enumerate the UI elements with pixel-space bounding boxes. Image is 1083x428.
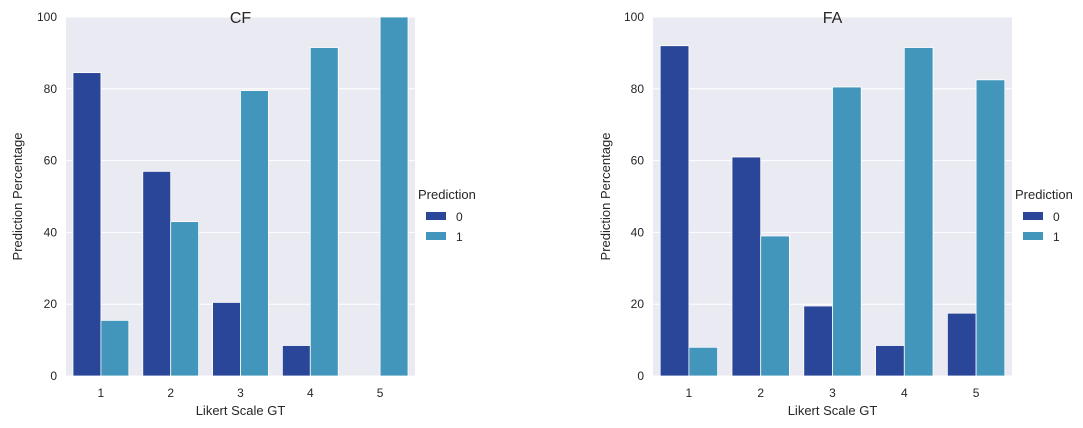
bar-series-0-cat-1 — [659, 45, 690, 377]
legend-entry-0: 0 — [1053, 210, 1060, 224]
x-tick-label: 1 — [686, 386, 693, 400]
legend: Prediction 0 1 — [418, 187, 476, 244]
bar-series-1-cat-3 — [832, 86, 862, 377]
x-tick-label: 5 — [377, 386, 384, 400]
legend-swatch-0 — [426, 212, 446, 220]
chart-title: CF — [230, 10, 252, 27]
bar-series-1-cat-5 — [975, 79, 1006, 377]
y-tick-label: 20 — [44, 297, 58, 311]
y-tick-label: 20 — [631, 297, 645, 311]
y-tick-label: 100 — [37, 10, 57, 24]
bar-series-0-cat-2 — [142, 170, 172, 377]
legend-swatch-1 — [426, 232, 446, 240]
y-tick-label: 60 — [631, 154, 645, 168]
y-tick-label: 0 — [50, 369, 57, 383]
legend-entry-1: 1 — [456, 230, 463, 244]
y-tick-label: 60 — [44, 154, 58, 168]
x-tick-label: 1 — [98, 386, 105, 400]
bar-series-1-cat-1 — [100, 319, 130, 377]
legend-swatch-0 — [1023, 212, 1043, 220]
bar-series-1-cat-1 — [688, 346, 719, 377]
bar-series-0-cat-1 — [72, 72, 102, 377]
bar-series-1-cat-3 — [240, 90, 269, 377]
x-tick-label: 5 — [973, 386, 980, 400]
y-axis-label: Prediction Percentage — [598, 133, 613, 261]
x-axis-label: Likert Scale GT — [788, 403, 878, 418]
y-tick-label: 40 — [44, 225, 58, 239]
legend-title: Prediction — [1015, 187, 1073, 202]
bar-series-0-cat-4 — [875, 345, 905, 377]
bar-series-1-cat-2 — [760, 235, 790, 377]
bar-series-1-cat-2 — [170, 221, 200, 377]
bar-series-0-cat-5 — [946, 312, 977, 377]
bar-series-1-cat-4 — [903, 47, 934, 377]
x-axis-label: Likert Scale GT — [196, 403, 286, 418]
y-tick-label: 80 — [44, 82, 58, 96]
x-tick-label: 4 — [901, 386, 908, 400]
y-tick-label: 0 — [637, 369, 644, 383]
x-tick-label: 2 — [757, 386, 764, 400]
chart-cf: 0 20 40 60 80 100 1 2 3 4 5 CF Likert Scale GT Predic… — [10, 10, 476, 418]
y-axis-label: Prediction Percentage — [10, 133, 25, 261]
legend-swatch-1 — [1023, 232, 1043, 240]
bar-series-0-cat-4 — [281, 345, 311, 377]
bar-series-0-cat-3 — [803, 305, 833, 377]
x-tick-label: 4 — [307, 386, 314, 400]
bar-series-1-cat-4 — [309, 47, 339, 377]
bar-series-0-cat-3 — [212, 302, 241, 377]
x-tick-label: 3 — [237, 386, 244, 400]
y-tick-label: 80 — [631, 82, 645, 96]
y-tick-label: 100 — [624, 10, 644, 24]
y-tick-label: 40 — [631, 225, 645, 239]
bar-series-1-cat-5 — [379, 16, 409, 377]
x-tick-label: 3 — [829, 386, 836, 400]
chart-fa: 0 20 40 60 80 100 1 2 3 4 5 FA Likert Scale GT Predic… — [598, 10, 1073, 418]
legend-entry-0: 0 — [456, 210, 463, 224]
legend: Prediction 0 1 — [1015, 187, 1073, 244]
chart-title: FA — [823, 10, 843, 27]
bar-series-0-cat-2 — [731, 156, 762, 377]
legend-entry-1: 1 — [1053, 230, 1060, 244]
x-tick-label: 2 — [167, 386, 174, 400]
legend-title: Prediction — [418, 187, 476, 202]
